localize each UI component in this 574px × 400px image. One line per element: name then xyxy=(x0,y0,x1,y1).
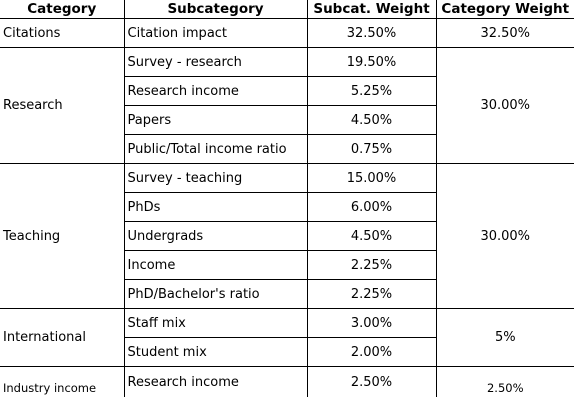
subcat-weight-cell: 4.50% xyxy=(306,105,437,135)
category-cell-industry-income: Industry income xyxy=(0,366,125,397)
category-cell-international: International xyxy=(0,308,125,367)
subcat-weight-cell: 3.00% xyxy=(306,308,437,338)
header-subcat-weight: Subcat. Weight xyxy=(306,0,436,19)
table-row: PhDs 6.00% xyxy=(0,192,574,222)
subcategory-cell: Citation impact xyxy=(123,18,308,48)
table-row: Student mix 2.00% xyxy=(0,337,574,367)
subcat-weight-cell: 32.50% xyxy=(306,18,437,48)
subcat-weight-cell: 4.50% xyxy=(306,221,437,251)
subcategory-cell: PhD/Bachelor's ratio xyxy=(123,279,308,309)
subcat-weight-cell: 2.50% xyxy=(306,366,437,397)
table-row: Income 2.25% xyxy=(0,250,574,280)
header-category-weight: Category Weight xyxy=(435,0,574,19)
subcategory-cell: Undergrads xyxy=(123,221,308,251)
category-weight-cell-citations: 32.50% xyxy=(435,18,574,48)
subcategory-cell: PhDs xyxy=(123,192,308,222)
subcategory-cell: Public/Total income ratio xyxy=(123,134,308,164)
table-row: Research income 5.25% xyxy=(0,76,574,106)
table-row: Industry income Research income 2.50% 2.… xyxy=(0,366,574,397)
category-weight-cell-teaching: 30.00% xyxy=(435,163,574,309)
table-row: Papers 4.50% xyxy=(0,105,574,135)
category-cell-teaching: Teaching xyxy=(0,163,125,309)
category-cell-citations: Citations xyxy=(0,18,125,48)
header-subcategory: Subcategory xyxy=(123,0,307,19)
table-row: Undergrads 4.50% xyxy=(0,221,574,251)
subcat-weight-cell: 2.00% xyxy=(306,337,437,367)
table-row: Public/Total income ratio 0.75% xyxy=(0,134,574,164)
subcategory-cell: Survey - teaching xyxy=(123,163,308,193)
header-row: Category Subcategory Subcat. Weight Cate… xyxy=(0,0,574,19)
subcat-weight-cell: 19.50% xyxy=(306,47,437,77)
subcategory-cell: Papers xyxy=(123,105,308,135)
subcategory-cell: Survey - research xyxy=(123,47,308,77)
subcategory-cell: Research income xyxy=(123,76,308,106)
table-row: International Staff mix 3.00% 5% xyxy=(0,308,574,367)
subcategory-cell: Research income xyxy=(123,366,308,397)
subcat-weight-cell: 0.75% xyxy=(306,134,437,164)
subcategory-cell: Staff mix xyxy=(123,308,308,338)
table-row: Teaching Survey - teaching 15.00% 30.00% xyxy=(0,163,574,309)
subcat-weight-cell: 5.25% xyxy=(306,76,437,106)
header-category: Category xyxy=(0,0,124,19)
category-cell-research: Research xyxy=(0,47,125,164)
table-row: PhD/Bachelor's ratio 2.25% xyxy=(0,279,574,309)
category-weight-cell-industry-income: 2.50% xyxy=(435,366,574,397)
subcategory-cell: Income xyxy=(123,250,308,280)
subcat-weight-cell: 2.25% xyxy=(306,279,437,309)
table-row: Citations Citation impact 32.50% 32.50% xyxy=(0,18,574,48)
subcat-weight-cell: 15.00% xyxy=(306,163,437,193)
subcategory-cell: Student mix xyxy=(123,337,308,367)
table-row: Research Survey - research 19.50% 30.00% xyxy=(0,47,574,164)
subcat-weight-cell: 6.00% xyxy=(306,192,437,222)
category-weight-cell-research: 30.00% xyxy=(435,47,574,164)
subcat-weight-cell: 2.25% xyxy=(306,250,437,280)
category-weight-cell-international: 5% xyxy=(435,308,574,367)
